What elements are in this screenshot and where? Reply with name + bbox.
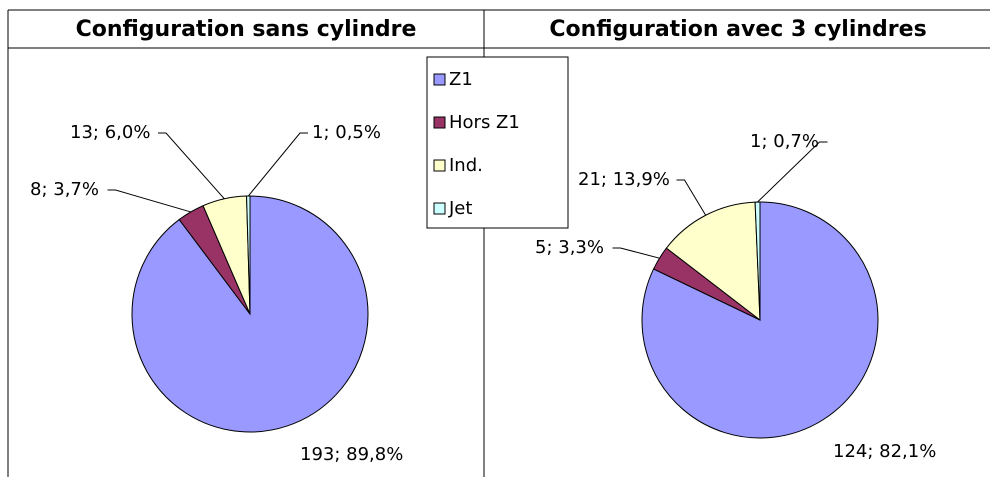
data-label: 1; 0,7% — [750, 131, 819, 152]
legend-label: Ind. — [449, 155, 483, 176]
data-label: 124; 82,1% — [833, 441, 936, 462]
legend-box — [426, 56, 569, 229]
leader-line — [676, 179, 707, 216]
leader-line — [107, 189, 191, 213]
leader-line — [612, 247, 660, 259]
legend-label: Jet — [448, 198, 472, 219]
leader-line — [158, 132, 225, 200]
legend-swatch — [433, 202, 446, 215]
pie-slice — [641, 201, 879, 439]
data-label: 13; 6,0% — [70, 122, 150, 143]
legend-label: Hors Z1 — [449, 112, 520, 133]
data-label: 1; 0,5% — [312, 122, 381, 143]
legend-swatch — [433, 73, 446, 86]
legend-swatch — [433, 116, 446, 129]
chart-title: Configuration avec 3 cylindres — [549, 17, 926, 42]
leader-line — [757, 141, 828, 203]
data-label: 193; 89,8% — [300, 444, 403, 465]
pie-slice — [665, 201, 761, 322]
data-label: 21; 13,9% — [578, 169, 670, 190]
data-label: 5; 3,3% — [535, 237, 604, 258]
chart-title: Configuration sans cylindre — [76, 17, 417, 42]
leader-line — [247, 132, 308, 197]
legend-swatch — [433, 159, 446, 172]
data-label: 8; 3,7% — [30, 179, 99, 200]
legend-label: Z1 — [449, 69, 473, 90]
pie-slice — [754, 201, 761, 321]
